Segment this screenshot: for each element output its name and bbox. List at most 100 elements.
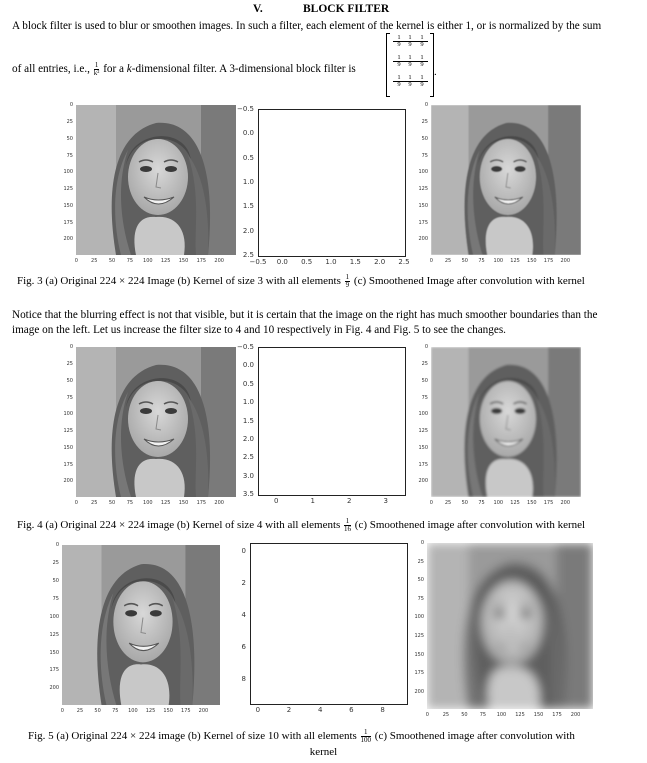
y-tick-label: 200	[49, 685, 59, 692]
y-tick-label: 1.0	[242, 398, 254, 407]
x-tick-label: 150	[178, 500, 189, 506]
y-tick-label: 125	[418, 428, 428, 435]
x-tick-label: 125	[160, 258, 171, 264]
y-tick-label: 50	[52, 578, 59, 585]
y-tick-label: 2.5	[242, 251, 254, 259]
x-tick-label: 125	[510, 258, 520, 264]
y-tick-label: 0.5	[242, 153, 254, 162]
y-tick-label: 50	[66, 377, 73, 384]
x-tick-label: 150	[533, 712, 544, 718]
y-tick-label: 150	[418, 202, 428, 209]
y-tick-label: 1.0	[242, 178, 254, 186]
face-photo	[427, 543, 593, 709]
x-tick-label: 50	[461, 712, 468, 718]
x-tick-label: 150	[178, 258, 189, 264]
y-tick-label: 25	[66, 119, 73, 126]
y-tick-label: 150	[418, 444, 428, 451]
y-tick-label: 2.5	[242, 453, 254, 462]
fraction-numerator: 1	[360, 729, 372, 737]
x-tick-label: 25	[76, 708, 84, 714]
x-tick-label: 4	[317, 706, 323, 714]
x-tick-label: 75	[478, 500, 485, 506]
y-tick-label: 200	[414, 688, 424, 695]
x-tick-label: 100	[496, 712, 507, 718]
x-tick-label: 25	[91, 258, 98, 264]
y-tick-label: 75	[421, 152, 428, 159]
y-tick-label: 125	[49, 631, 59, 638]
fig5-caption-continuation: kernel	[309, 746, 338, 758]
x-tick-label: 0	[60, 708, 64, 714]
x-tick-label: 0	[274, 497, 279, 505]
fig5-smoothened-image	[427, 543, 593, 709]
fig3-kernel-plot	[258, 109, 406, 257]
y-tick-label: 75	[417, 595, 424, 602]
mid-paragraph-line-1: Notice that the blurring effect is not t…	[12, 309, 598, 321]
x-tick-label: 200	[560, 258, 571, 264]
y-tick-label: 3.5	[242, 490, 254, 498]
x-tick-label: 150	[163, 708, 173, 714]
intro-fraction: 1 k²	[93, 62, 100, 77]
y-tick-label: 125	[63, 186, 73, 193]
x-tick-label: 50	[94, 708, 101, 714]
y-tick-label: 50	[421, 135, 428, 142]
y-tick-label: 150	[63, 202, 73, 209]
x-tick-label: 150	[527, 500, 537, 506]
fig3-smoothened-image	[431, 105, 581, 255]
x-tick-label: 200	[560, 500, 571, 506]
y-tick-label: 200	[63, 478, 73, 485]
x-tick-label: 175	[181, 708, 191, 714]
face-photo	[431, 347, 581, 497]
x-tick-label: 125	[145, 708, 156, 714]
y-tick-label: 150	[49, 649, 59, 656]
fig3-original-image	[76, 105, 236, 255]
x-tick-label: 200	[570, 712, 581, 718]
section-number: V.	[253, 3, 263, 15]
y-tick-label: 0.0	[242, 129, 254, 138]
y-tick-label: 75	[66, 394, 73, 401]
intro-line-2: of all entries, i.e., 1 k² for a k-dimens…	[12, 62, 356, 77]
face-photo	[431, 105, 581, 255]
y-tick-label: 25	[52, 560, 59, 567]
intro-k: k	[126, 63, 132, 76]
face-photo	[62, 545, 220, 705]
y-tick-label: 25	[66, 361, 73, 368]
y-tick-label: 2.0	[242, 434, 254, 443]
y-tick-label: 75	[421, 394, 428, 401]
x-tick-label: −0.5	[249, 258, 267, 266]
x-tick-label: 2.5	[398, 258, 410, 266]
x-tick-label: 75	[126, 500, 134, 506]
face-photo	[76, 347, 236, 497]
x-tick-label: 1.5	[349, 258, 361, 266]
fraction-numerator: 1	[344, 273, 351, 282]
x-tick-label: 100	[143, 500, 153, 506]
x-tick-label: 1	[310, 497, 315, 505]
fig3-caption-a: Fig. 3 (a) Original 224 × 224 Image (b) …	[17, 275, 341, 288]
x-tick-label: 0	[425, 712, 429, 718]
y-tick-label: 0	[241, 547, 246, 555]
fig5-fraction: 1 100	[360, 729, 372, 744]
y-tick-label: 175	[63, 461, 73, 468]
fig5-original-image	[62, 545, 220, 705]
section-title: BLOCK FILTER	[303, 3, 390, 15]
fraction-denominator: k²	[93, 69, 100, 77]
face-photo	[76, 105, 236, 255]
y-tick-label: 1.5	[242, 202, 254, 211]
fig3-caption: Fig. 3 (a) Original 224 × 224 Image (b) …	[17, 274, 585, 289]
x-tick-label: 50	[108, 500, 116, 506]
x-tick-label: 175	[196, 500, 207, 506]
y-tick-label: 100	[418, 169, 428, 176]
y-tick-label: 100	[418, 411, 428, 418]
y-tick-label: 0	[424, 344, 428, 351]
x-tick-label: 2	[347, 497, 352, 505]
fig3-caption-b: (c) Smoothened Image after convolution w…	[353, 275, 585, 288]
x-tick-label: 175	[552, 712, 562, 718]
x-tick-label: 25	[442, 712, 450, 718]
fraction-denominator: 100	[360, 736, 372, 744]
x-tick-label: 75	[478, 258, 485, 264]
x-tick-label: 2	[286, 706, 292, 714]
